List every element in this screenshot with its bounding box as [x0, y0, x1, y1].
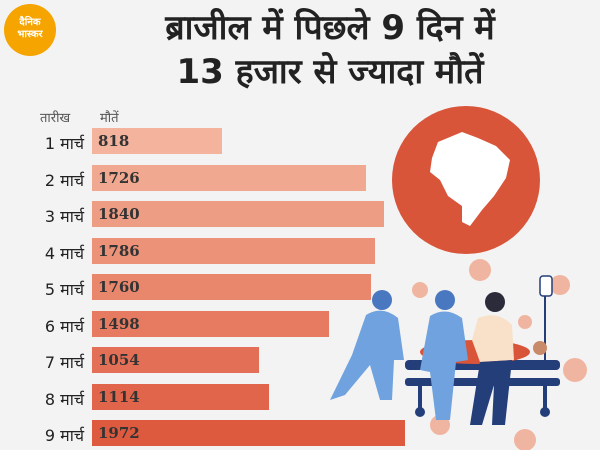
bar — [92, 164, 366, 191]
tick-label: 6 मार्च — [44, 316, 84, 336]
tick-label: 7 मार्च — [44, 353, 84, 372]
virus-icon — [412, 259, 587, 450]
category-header: तारीख — [40, 111, 71, 126]
bar — [92, 420, 405, 446]
data-label: 1972 — [98, 424, 140, 442]
tick-label: 1 मार्च — [44, 134, 84, 153]
data-label: 1498 — [98, 314, 140, 333]
brand-logo: दैनिक भास्कर — [4, 4, 56, 56]
tick-label: 3 मार्च — [44, 207, 84, 226]
value-header: मौतें — [100, 111, 119, 126]
medical-staff-icon — [330, 290, 547, 425]
tick-label: 8 मार्च — [44, 389, 84, 409]
bar — [92, 237, 375, 264]
data-label: 1726 — [98, 168, 140, 187]
tick-label: 4 मार्च — [44, 243, 84, 263]
data-label: 1786 — [98, 241, 140, 260]
data-label: 1840 — [98, 205, 140, 223]
tick-label: 9 मार्च — [44, 426, 84, 445]
data-label: 1054 — [98, 351, 140, 369]
chart-title: ब्राजील में पिछले 9 दिन में 13 हजार से ज… — [165, 8, 495, 92]
data-label: 818 — [98, 132, 130, 150]
bar — [92, 383, 269, 410]
bar — [92, 274, 371, 300]
brand-logo-text: दैनिक भास्कर — [17, 17, 43, 40]
tick-label: 2 मार्च — [44, 170, 84, 190]
bar — [92, 347, 259, 373]
data-label: 1760 — [98, 278, 140, 296]
bar — [92, 310, 329, 337]
bar — [92, 201, 384, 227]
data-label: 1114 — [98, 387, 140, 406]
bar — [92, 128, 222, 154]
brazil-map-icon — [392, 106, 540, 254]
tick-label: 5 मार्च — [44, 280, 84, 299]
